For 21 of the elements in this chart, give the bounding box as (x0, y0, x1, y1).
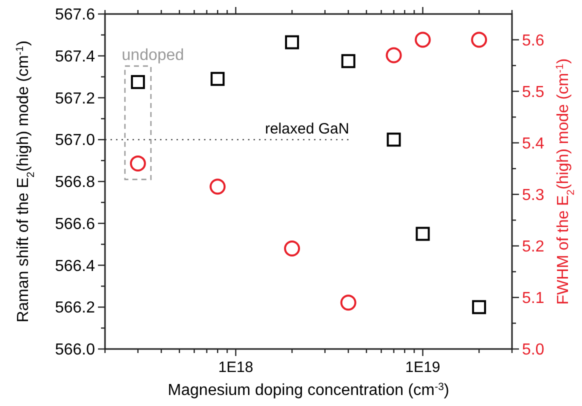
y-tick-label: 566.4 (54, 258, 96, 275)
y2-tick-label: 5.5 (522, 84, 544, 101)
y-tick-label: 567.2 (54, 90, 96, 108)
y2-tick-label: 5.2 (522, 238, 544, 256)
y2-tick-label: 5.0 (522, 342, 544, 358)
x-tick-label: 1E19 (405, 359, 440, 376)
x-tick-label: 1E18 (218, 359, 254, 376)
y2-tick-label: 5.4 (522, 135, 544, 152)
y-tick-label: 567.0 (54, 132, 96, 150)
annotation: undoped (122, 47, 184, 64)
y2-tick-label: 5.3 (522, 186, 544, 204)
y2-tick-label: 5.6 (522, 32, 544, 50)
y-tick-label: 566.0 (54, 342, 96, 358)
ref-line-label: relaxed GaN (264, 120, 350, 138)
y-tick-label: 567.6 (54, 6, 96, 24)
y-tick-label: 566.2 (54, 300, 96, 317)
y-tick-label: 567.4 (54, 48, 96, 66)
y-tick-label: 566.6 (54, 216, 96, 233)
y-tick-label: 566.8 (54, 174, 96, 191)
y2-tick-label: 5.1 (522, 290, 544, 307)
x-axis-title: Magnesium doping concentration (cm$^{-3}$) (168, 382, 450, 399)
